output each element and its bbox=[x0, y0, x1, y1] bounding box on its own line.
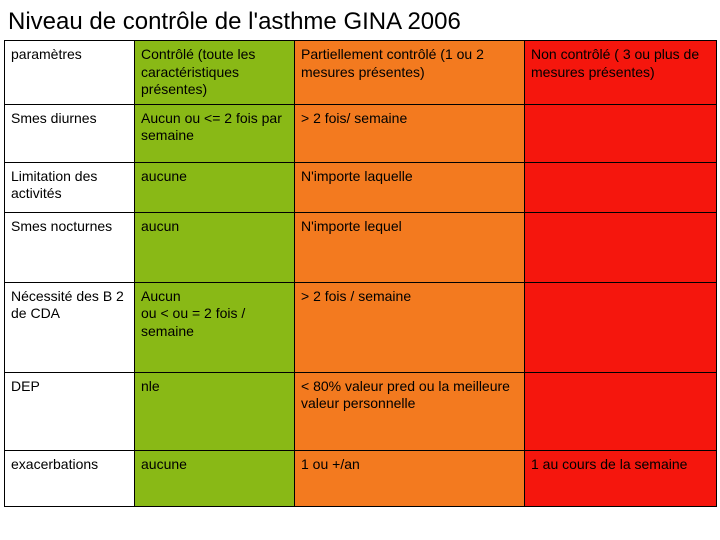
controlled-cell: Aucun ou <= 2 fois par semaine bbox=[135, 104, 295, 162]
table-row: exacerbationsaucune1 ou +/an1 au cours d… bbox=[5, 450, 717, 506]
table-row: DEPnle< 80% valeur pred ou la meilleure … bbox=[5, 372, 717, 450]
partial-cell: > 2 fois/ semaine bbox=[295, 104, 525, 162]
param-cell: DEP bbox=[5, 372, 135, 450]
param-cell: Limitation des activités bbox=[5, 162, 135, 212]
uncontrolled-cell bbox=[525, 162, 717, 212]
uncontrolled-cell bbox=[525, 212, 717, 282]
asthma-control-table: paramètresContrôlé (toute les caractéris… bbox=[4, 40, 717, 507]
controlled-cell: nle bbox=[135, 372, 295, 450]
controlled-cell: Aucunou < ou = 2 fois / semaine bbox=[135, 282, 295, 372]
table-row: Nécessité des B 2 de CDAAucunou < ou = 2… bbox=[5, 282, 717, 372]
table-row: Smes diurnesAucun ou <= 2 fois par semai… bbox=[5, 104, 717, 162]
param-cell: Smes diurnes bbox=[5, 104, 135, 162]
partial-cell: < 80% valeur pred ou la meilleure valeur… bbox=[295, 372, 525, 450]
param-cell: paramètres bbox=[5, 41, 135, 105]
controlled-cell: aucune bbox=[135, 450, 295, 506]
uncontrolled-cell: 1 au cours de la semaine bbox=[525, 450, 717, 506]
uncontrolled-cell bbox=[525, 104, 717, 162]
param-cell: Smes nocturnes bbox=[5, 212, 135, 282]
controlled-cell: aucun bbox=[135, 212, 295, 282]
uncontrolled-cell: Non contrôlé ( 3 ou plus de mesures prés… bbox=[525, 41, 717, 105]
controlled-cell: Contrôlé (toute les caractéristiques pré… bbox=[135, 41, 295, 105]
uncontrolled-cell bbox=[525, 282, 717, 372]
table-row: paramètresContrôlé (toute les caractéris… bbox=[5, 41, 717, 105]
table-row: Limitation des activitésaucuneN'importe … bbox=[5, 162, 717, 212]
partial-cell: 1 ou +/an bbox=[295, 450, 525, 506]
uncontrolled-cell bbox=[525, 372, 717, 450]
partial-cell: N'importe lequel bbox=[295, 212, 525, 282]
page-title: Niveau de contrôle de l'asthme GINA 2006 bbox=[0, 0, 720, 40]
partial-cell: > 2 fois / semaine bbox=[295, 282, 525, 372]
param-cell: exacerbations bbox=[5, 450, 135, 506]
table-row: Smes nocturnesaucunN'importe lequel bbox=[5, 212, 717, 282]
partial-cell: N'importe laquelle bbox=[295, 162, 525, 212]
controlled-cell: aucune bbox=[135, 162, 295, 212]
partial-cell: Partiellement contrôlé (1 ou 2 mesures p… bbox=[295, 41, 525, 105]
param-cell: Nécessité des B 2 de CDA bbox=[5, 282, 135, 372]
